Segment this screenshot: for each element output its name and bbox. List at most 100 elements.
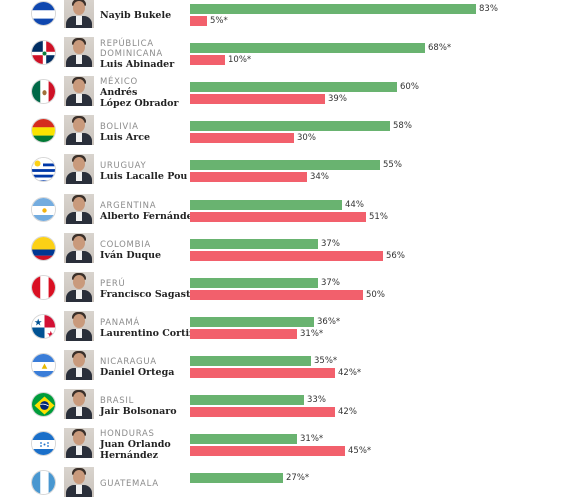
approval-bar [190,434,297,445]
disapproval-bar [190,367,335,378]
photo-head [73,470,85,485]
uruguay-flag-icon [31,157,56,183]
photo-head [73,1,85,15]
dominican-republic-flag-icon [31,40,56,66]
disapproval-value-label: 51% [369,211,388,222]
photo-head [73,79,85,94]
country-name: Perú [100,278,126,289]
approval-value-label: 44% [345,199,364,210]
leader-name: Luis Lacalle Pou [100,171,188,183]
approval-bar [190,238,318,249]
leader-photo [64,389,94,419]
disapproval-bar [190,250,383,261]
country-row: Nayib Bukele 83% 5%* [0,0,562,34]
leader-name: Alberto Fernández [100,210,199,222]
guatemala-flag-icon [31,470,56,496]
country-row: Honduras Juan Orlando Hernández 31%* 45%* [0,425,562,464]
leader-name: Jair Bolsonaro [100,406,177,417]
country-row: Uruguay Luis Lacalle Pou 55% 34% [0,151,562,190]
leader-name: López Obrador [100,98,179,110]
country-name: Bolivia [100,122,139,133]
approval-bar [190,160,380,171]
leader-photo [64,232,94,263]
leader-name: Iván Duque [100,249,162,261]
approval-bar [190,316,314,327]
leader-name: Laurentino Cortizo [100,327,201,339]
country-name: Guatemala [100,479,159,490]
approval-value-label: 37% [321,238,340,249]
honduras-flag-icon [31,431,56,457]
disapproval-bar [190,94,325,105]
approval-value-label: 36%* [317,316,341,327]
country-name: Dominicana [100,49,163,60]
leader-name: Juan Orlando [100,439,171,451]
country-row: Nicaragua Daniel Ortega 35%* 42%* [0,347,562,386]
photo-collar [76,211,82,221]
disapproval-value-label: 31%* [300,328,324,339]
disapproval-value-label: 5%* [210,16,228,26]
country-name: Uruguay [100,161,147,172]
country-row: Colombia Iván Duque 37% 56% [0,230,562,269]
country-name: Panamá [100,317,140,328]
panama-flag-icon [31,313,56,339]
disapproval-bar [190,328,297,339]
country-row: México Andrés López Obrador 60% 39% [0,73,562,112]
photo-head [73,392,85,406]
photo-head [73,431,85,446]
country-row: Bolivia Luis Arce 58% 30% [0,112,562,151]
country-name: México [100,77,138,88]
leader-photo [64,467,94,498]
leader-photo [64,310,94,341]
disapproval-value-label: 56% [386,250,405,261]
photo-collar [76,289,82,299]
argentina-flag-icon [31,196,56,222]
photo-head [73,157,85,172]
leader-photo [64,37,94,68]
photo-collar [76,328,82,338]
leader-name: Nayib Bukele [100,10,172,21]
disapproval-value-label: 42%* [338,367,362,378]
photo-collar [76,446,82,456]
el-salvador-flag-icon [31,1,56,26]
photo-collar [76,250,82,260]
country-name: Nicaragua [100,356,157,367]
leader-name: Luis Arce [100,132,151,144]
photo-collar [76,485,82,495]
photo-collar [76,16,82,25]
nicaragua-flag-icon [31,352,56,378]
approval-bar [190,121,390,132]
leader-name: Andrés [100,87,138,99]
photo-head [73,40,85,55]
approval-bar [190,395,304,405]
leader-photo [64,428,94,459]
country-row: Brasil Jair Bolsonaro 33% 42% [0,386,562,425]
country-row: Perú Francisco Sagasti 37% 50% [0,269,562,308]
leader-photo [64,193,94,224]
country-row: Argentina Alberto Fernández 44% 51% [0,191,562,230]
country-name: Colombia [100,239,151,250]
photo-head [73,118,85,133]
leader-name: Daniel Ortega [100,366,175,378]
leader-photo [64,349,94,380]
leader-name: Hernández [100,450,159,462]
photo-collar [76,367,82,377]
approval-bar [190,199,342,210]
approval-bar [190,355,311,366]
photo-head [73,274,85,289]
photo-collar [76,55,82,65]
approval-value-label: 27%* [286,473,310,484]
disapproval-value-label: 30% [297,133,316,144]
disapproval-value-label: 34% [310,172,329,183]
approval-value-label: 31%* [300,434,324,445]
approval-value-label: 37% [321,277,340,288]
leader-photo [64,271,94,302]
disapproval-bar [190,133,294,144]
leader-name: Luis Abinader [100,59,175,71]
approval-value-label: 55% [383,160,402,171]
photo-collar [76,407,82,416]
approval-value-label: 33% [307,395,326,405]
disapproval-value-label: 42% [338,407,357,417]
leader-photo [64,115,94,146]
disapproval-bar [190,211,366,222]
